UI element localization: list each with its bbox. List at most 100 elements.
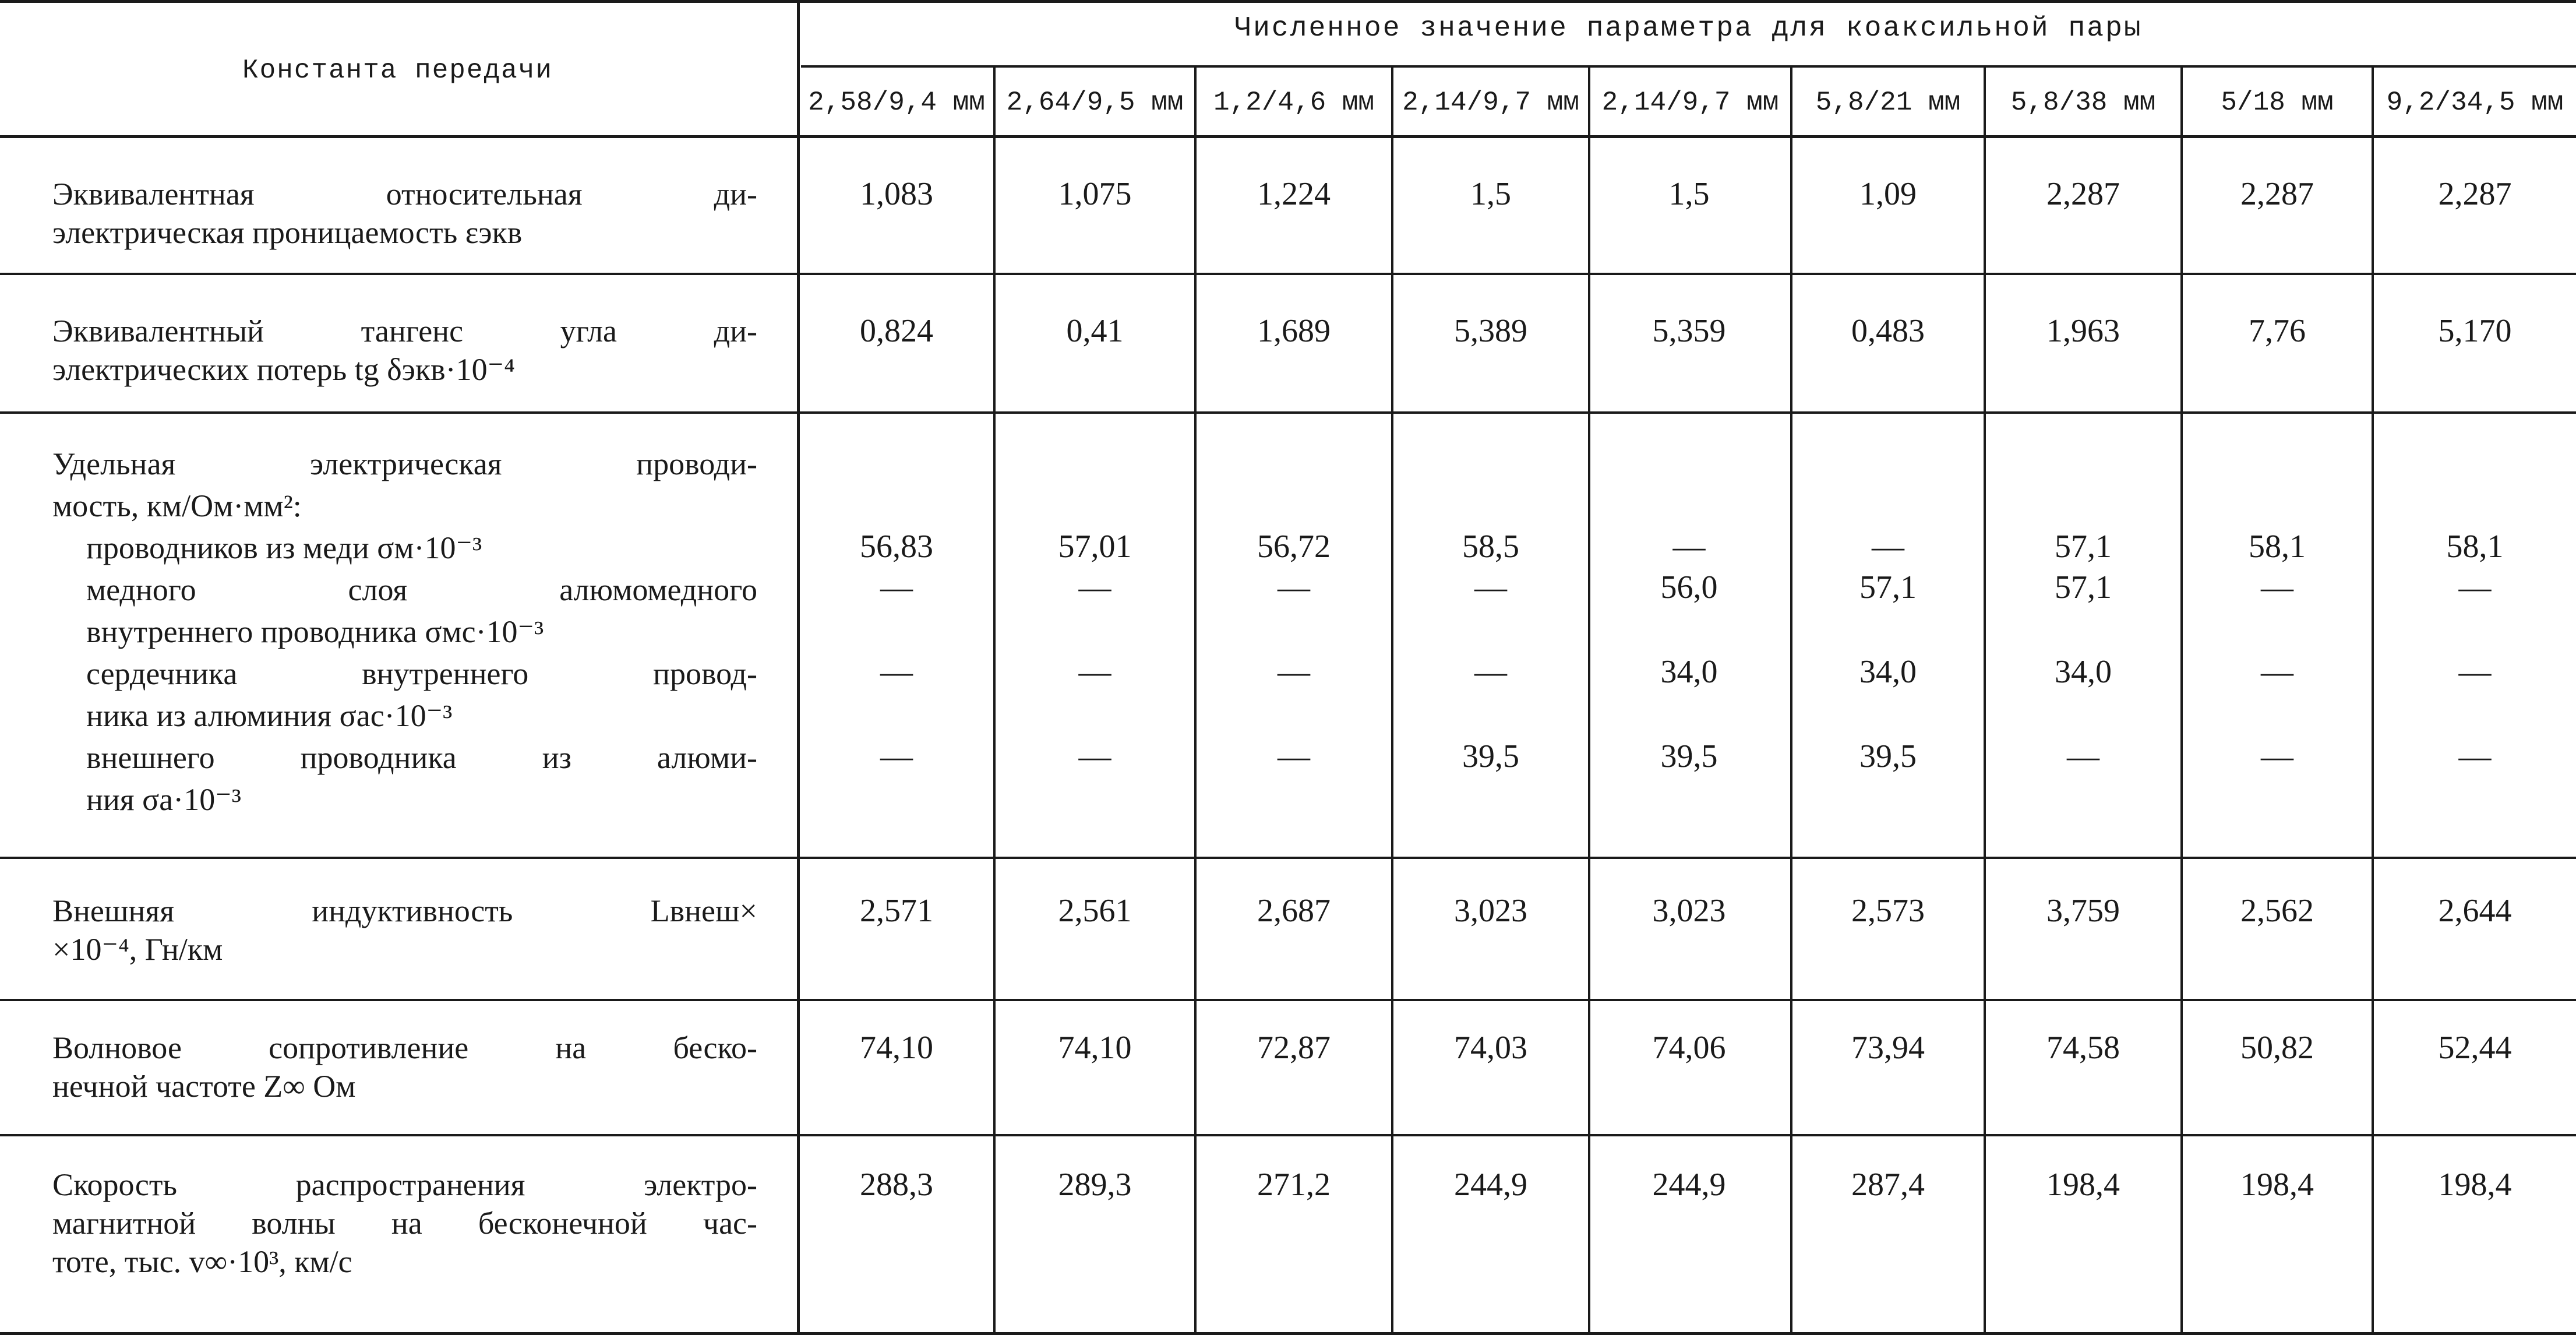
table-cell: 2,287 — [2183, 175, 2372, 213]
label-line: ника из алюминия σас·10⁻³ — [52, 695, 757, 737]
table-cell: 52,44 — [2374, 1029, 2576, 1067]
column-header: 2,14/9,7 мм — [1393, 87, 1588, 118]
table-cell: — — [1588, 527, 1790, 566]
table-cell: — — [2374, 568, 2576, 607]
table-cell: — — [1986, 737, 2180, 776]
table-cell: — — [2183, 568, 2372, 607]
table-cell: 2,562 — [2183, 892, 2372, 930]
table-cell: — — [1393, 568, 1588, 607]
row-rule-1 — [0, 273, 2576, 275]
column-divider — [1194, 65, 1197, 1335]
table-cell: 57,1 — [1792, 568, 1984, 607]
constant-header: Константа передачи — [0, 55, 795, 86]
table-cell: 56,0 — [1588, 568, 1790, 607]
table-cell: 3,023 — [1393, 892, 1588, 930]
table-cell: 58,1 — [2183, 527, 2372, 566]
table-cell: 0,824 — [800, 312, 993, 350]
column-divider — [2372, 65, 2374, 1335]
group-header: Численное значение параметра для коаксил… — [801, 13, 2576, 44]
table-cell: — — [2183, 653, 2372, 691]
label-line: Скорость распространения электро- — [52, 1166, 757, 1204]
column-divider — [1984, 65, 1986, 1335]
table-cell: 57,1 — [1986, 527, 2180, 566]
table-cell: — — [800, 568, 993, 607]
table-cell: 74,06 — [1588, 1029, 1790, 1067]
table-cell: 34,0 — [1792, 653, 1984, 691]
table-cell: 2,644 — [2374, 892, 2576, 930]
label-line: внутреннего проводника σмс·10⁻³ — [52, 611, 757, 653]
column-header: 5,8/38 мм — [1986, 87, 2180, 118]
table-cell: 5,359 — [1588, 312, 1790, 350]
label-line: Внешняя индуктивность Lвнеш× — [52, 892, 757, 930]
label-line: электрических потерь tg δэкв·10⁻⁴ — [52, 350, 757, 389]
label-line: медного слоя алюмомедного — [52, 569, 757, 611]
table-cell: 39,5 — [1792, 737, 1984, 776]
label-line: тоте, тыс. v∞·10³, км/с — [52, 1242, 757, 1281]
table-cell: 1,5 — [1393, 175, 1588, 213]
table-cell: — — [2374, 653, 2576, 691]
table-cell: 5,170 — [2374, 312, 2576, 350]
label-line: нечной частоте Z∞ Ом — [52, 1067, 757, 1105]
table-cell: 198,4 — [1986, 1166, 2180, 1204]
row-label-conductivity: Удельная электрическая проводи- мость, к… — [52, 443, 757, 821]
table-cell: 2,687 — [1197, 892, 1391, 930]
table-cell: 2,571 — [800, 892, 993, 930]
table-cell: 271,2 — [1197, 1166, 1391, 1204]
table-cell: — — [1197, 653, 1391, 691]
table-cell: 57,1 — [1986, 568, 2180, 607]
table-cell: 244,9 — [1393, 1166, 1588, 1204]
table-cell: 1,963 — [1986, 312, 2180, 350]
header-bottom-rule — [0, 135, 2576, 138]
table-cell: 2,573 — [1792, 892, 1984, 930]
table-cell: 74,58 — [1986, 1029, 2180, 1067]
column-divider — [1790, 65, 1792, 1335]
table-cell: 74,10 — [996, 1029, 1194, 1067]
table-cell: — — [2374, 737, 2576, 776]
row-label-impedance: Волновое сопротивление на беско- нечной … — [52, 1029, 757, 1105]
table-cell: 0,483 — [1792, 312, 1984, 350]
label-line: Эквивалентная относительная ди- — [52, 175, 757, 213]
table-cell: 1,075 — [996, 175, 1194, 213]
table-cell: 2,287 — [1986, 175, 2180, 213]
table-cell: 34,0 — [1986, 653, 2180, 691]
table-cell: — — [1393, 653, 1588, 691]
table-cell: — — [1792, 527, 1984, 566]
table-cell: 0,41 — [996, 312, 1194, 350]
table-cell: 72,87 — [1197, 1029, 1391, 1067]
column-header: 2,14/9,7 мм — [1590, 87, 1790, 118]
table-cell: 2,561 — [996, 892, 1194, 930]
table-cell: — — [800, 653, 993, 691]
table-top-rule — [0, 0, 2576, 3]
table-cell: 2,287 — [2374, 175, 2576, 213]
table-cell: 58,1 — [2374, 527, 2576, 566]
table-cell: — — [1197, 737, 1391, 776]
table-cell: 74,10 — [800, 1029, 993, 1067]
row-label-inductance: Внешняя индуктивность Lвнеш× ×10⁻⁴, Гн/к… — [52, 892, 757, 969]
label-line: проводников из меди σм·10⁻³ — [52, 527, 757, 569]
table-cell: — — [996, 568, 1194, 607]
label-line: Волновое сопротивление на беско- — [52, 1029, 757, 1067]
table-cell: 7,76 — [2183, 312, 2372, 350]
table-cell: 288,3 — [800, 1166, 993, 1204]
row-rule-3 — [0, 857, 2576, 859]
table-cell: 1,5 — [1588, 175, 1790, 213]
table-cell: 58,5 — [1393, 527, 1588, 566]
row-label-velocity: Скорость распространения электро- магнит… — [52, 1166, 757, 1281]
table-cell: 73,94 — [1792, 1029, 1984, 1067]
column-header: 2,64/9,5 мм — [996, 87, 1194, 118]
column-divider — [993, 65, 996, 1335]
header-sub-rule — [801, 65, 2576, 68]
row-rule-4 — [0, 999, 2576, 1001]
label-line: Эквивалентный тангенс угла ди- — [52, 312, 757, 350]
row-rule-5 — [0, 1134, 2576, 1136]
column-divider — [2180, 65, 2183, 1335]
column-header: 1,2/4,6 мм — [1197, 87, 1391, 118]
table-cell: 39,5 — [1393, 737, 1588, 776]
column-divider — [1588, 65, 1590, 1335]
label-line: магнитной волны на бесконечной час- — [52, 1204, 757, 1242]
table-bottom-rule — [0, 1332, 2576, 1335]
label-line: ×10⁻⁴, Гн/км — [52, 930, 757, 969]
column-header: 5,8/21 мм — [1792, 87, 1984, 118]
table-cell: 57,01 — [996, 527, 1194, 566]
table-cell: 34,0 — [1588, 653, 1790, 691]
